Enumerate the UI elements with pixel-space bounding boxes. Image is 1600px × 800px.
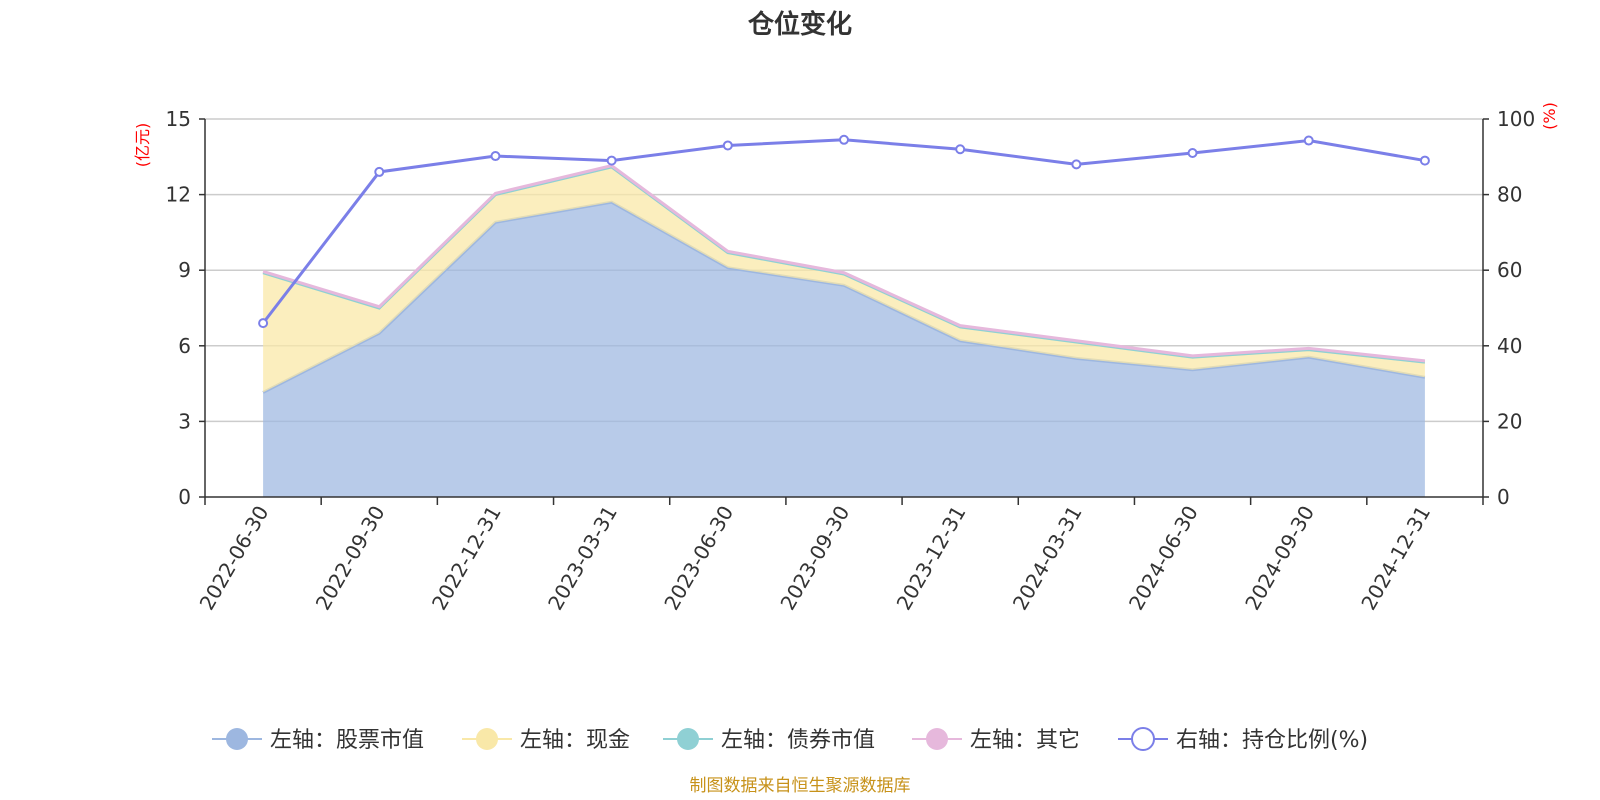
left-tick-label: 15 [166,107,191,131]
right-tick-label: 40 [1497,334,1522,358]
x-tick-label: 2023-06-30 [659,502,738,615]
legend-item[interactable]: 右轴：持仓比例(%) [1118,727,1368,753]
x-tick-label: 2022-06-30 [195,502,274,615]
legend-marker-icon [926,728,948,750]
legend-marker-icon [476,728,498,750]
legend-marker-icon [226,728,248,750]
right-tick-label: 0 [1497,485,1510,509]
area-layers [262,163,1426,497]
x-tick-label: 2023-12-31 [892,502,971,615]
left-tick-label: 0 [178,485,191,509]
legend-marker-icon [677,728,699,750]
ratio-point [374,166,385,177]
legend-item[interactable]: 左轴：债券市值 [663,728,875,753]
ratio-point [1071,159,1082,170]
x-tick-label: 2023-03-31 [543,502,622,615]
ratio-point [258,318,269,329]
legend[interactable]: 左轴：股票市值 左轴：现金 左轴：债券市值 左轴：其它 右轴：持仓比例(%) [212,727,1368,753]
x-tick-label: 2024-03-31 [1008,502,1087,615]
ratio-point [839,134,849,145]
left-tick-label: 12 [166,183,191,207]
ratio-point [722,140,733,151]
right-tick-label: 100 [1497,107,1535,131]
x-tick-label: 2022-12-31 [427,502,506,615]
ratio-point [606,155,617,166]
ratio-point [955,144,966,155]
legend-label: 左轴：债券市值 [721,728,875,753]
x-tick-label: 2024-09-30 [1240,502,1319,615]
chart-title: 仓位变化 [747,9,852,40]
right-tick-label: 80 [1497,183,1522,207]
ratio-point [1303,135,1314,146]
ratio-line-layer [258,134,1430,329]
left-tick-label: 3 [178,409,191,433]
legend-marker-icon [1131,727,1155,751]
left-axis-unit: (亿元) [133,123,152,168]
legend-label: 左轴：其它 [970,728,1080,753]
x-tick-label: 2024-06-30 [1124,502,1203,615]
left-tick-label: 6 [178,334,191,358]
legend-label: 右轴：持仓比例(%) [1176,728,1368,753]
x-tick-label: 2023-09-30 [775,502,854,615]
ratio-point [1187,148,1198,159]
right-axis-unit: (%) [1540,102,1559,130]
left-tick-label: 9 [178,258,191,282]
legend-item[interactable]: 左轴：现金 [462,728,630,753]
area-0 [263,202,1425,497]
ratio-point [490,151,501,162]
legend-label: 左轴：现金 [520,728,630,753]
x-tick-label: 2022-09-30 [311,502,390,615]
legend-item[interactable]: 左轴：其它 [912,728,1080,753]
right-tick-label: 20 [1497,409,1522,433]
area-edge-3 [262,163,1426,363]
area-1 [263,166,1425,393]
x-tick-label: 2024-12-31 [1356,502,1435,615]
ratio-point [1419,155,1430,166]
legend-item[interactable]: 左轴：股票市值 [212,728,424,753]
data-source-note: 制图数据来自恒生聚源数据库 [690,776,911,796]
legend-label: 左轴：股票市值 [270,728,424,753]
right-tick-label: 60 [1497,258,1522,282]
